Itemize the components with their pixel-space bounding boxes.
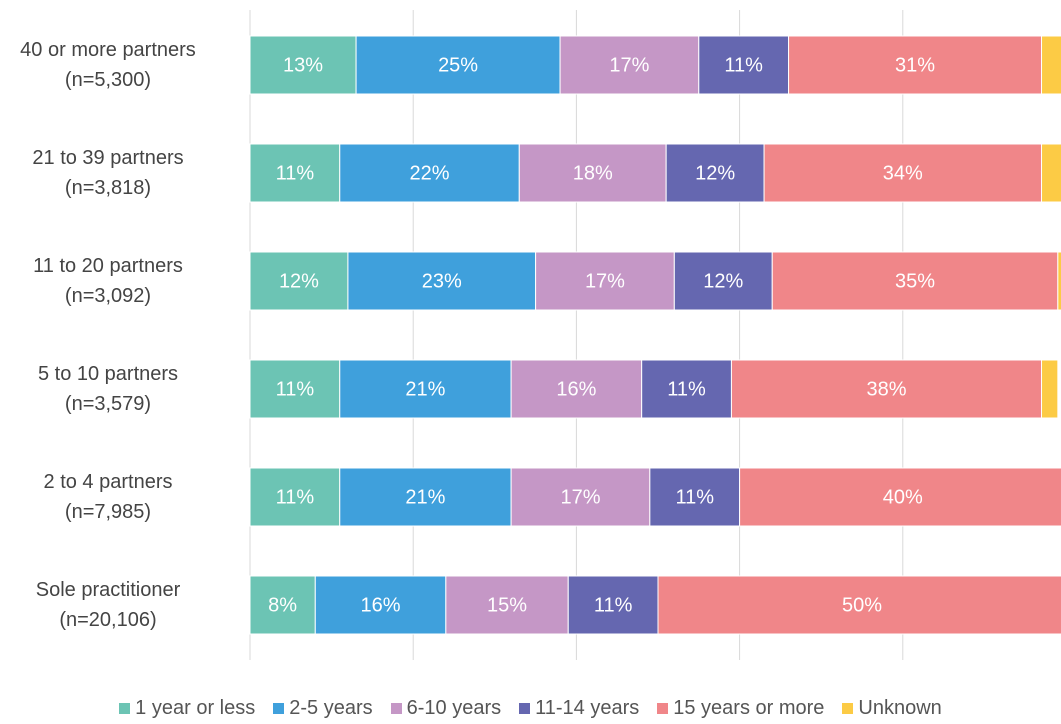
data-label: 38% bbox=[866, 378, 906, 400]
data-label: 50% bbox=[842, 594, 882, 616]
data-label: 17% bbox=[609, 54, 649, 76]
bar-segment bbox=[249, 143, 341, 203]
data-label: 21% bbox=[405, 378, 445, 400]
legend-label: 15 years or more bbox=[673, 697, 825, 719]
data-label: 11% bbox=[675, 486, 714, 508]
bar-segment bbox=[355, 35, 561, 95]
bar-segment bbox=[339, 359, 512, 419]
legend-item: 6-10 years bbox=[390, 697, 502, 720]
legend-swatch bbox=[119, 703, 131, 714]
legend: 1 year or less 2-5 years 6-10 years 11-14 y… bbox=[0, 697, 1061, 720]
legend-swatch bbox=[273, 703, 285, 714]
bar-segment bbox=[567, 575, 659, 635]
data-label: 15% bbox=[487, 594, 527, 616]
data-label: 18% bbox=[573, 162, 613, 184]
data-label: 8% bbox=[268, 594, 297, 616]
bar-segment bbox=[1041, 35, 1061, 95]
data-label: 11% bbox=[667, 378, 706, 400]
legend-item: 11-14 years bbox=[519, 697, 639, 720]
data-label: 40% bbox=[883, 486, 923, 508]
bar-segment bbox=[771, 251, 1059, 311]
data-label: 13% bbox=[283, 54, 323, 76]
bar-segment bbox=[445, 575, 569, 635]
legend-swatch bbox=[390, 703, 402, 714]
legend-item: 2-5 years bbox=[273, 697, 373, 720]
legend-item: 15 years or more bbox=[657, 697, 824, 720]
bar-segment bbox=[763, 143, 1043, 203]
bar-segment bbox=[347, 251, 537, 311]
bar-segment bbox=[1057, 251, 1061, 311]
data-label: 12% bbox=[703, 270, 743, 292]
legend-label: 1 year or less bbox=[135, 697, 256, 719]
data-label: 11% bbox=[276, 378, 315, 400]
bar-segment bbox=[535, 251, 675, 311]
bar-segment bbox=[249, 251, 349, 311]
data-label: 11% bbox=[594, 594, 633, 616]
data-label: 17% bbox=[585, 270, 625, 292]
legend-label: 2-5 years bbox=[289, 697, 373, 719]
bar-segment bbox=[739, 467, 1061, 527]
legend-label: Unknown bbox=[858, 697, 942, 719]
bar-segment bbox=[1041, 359, 1059, 419]
data-label: 21% bbox=[405, 486, 445, 508]
category-label: 40 or more partners (n=5,300) bbox=[20, 39, 196, 91]
bar-segment bbox=[518, 143, 667, 203]
bar-segment bbox=[249, 467, 341, 527]
data-label: 12% bbox=[279, 270, 319, 292]
legend-label: 6-10 years bbox=[406, 697, 502, 719]
data-label: 11% bbox=[276, 162, 315, 184]
data-label: 16% bbox=[361, 594, 401, 616]
data-label: 11% bbox=[276, 486, 315, 508]
bar-segment bbox=[649, 467, 741, 527]
category-label: 21 to 39 partners (n=3,818) bbox=[32, 147, 184, 199]
bar-segment bbox=[249, 35, 357, 95]
legend-label: 11-14 years bbox=[535, 697, 640, 719]
legend-item: 1 year or less bbox=[119, 697, 255, 720]
category-label: Sole practitioner (n=20,106) bbox=[35, 579, 181, 631]
bar-segment bbox=[657, 575, 1061, 635]
bar-segment bbox=[698, 35, 790, 95]
legend-swatch bbox=[842, 703, 854, 714]
category-label: 11 to 20 partners (n=3,092) bbox=[33, 255, 183, 307]
data-label: 35% bbox=[895, 270, 935, 292]
bar-segment bbox=[559, 35, 700, 95]
bar-segment bbox=[1041, 143, 1061, 203]
legend-swatch bbox=[657, 703, 669, 714]
bar-segment bbox=[510, 359, 643, 419]
data-label: 22% bbox=[410, 162, 450, 184]
bar-segment bbox=[665, 143, 765, 203]
data-label: 12% bbox=[695, 162, 735, 184]
bar-segment bbox=[249, 575, 316, 635]
bar-segment bbox=[730, 359, 1043, 419]
legend-item: Unknown bbox=[842, 697, 942, 720]
category-label: 2 to 4 partners (n=7,985) bbox=[43, 471, 173, 523]
bar-segment bbox=[788, 35, 1043, 95]
category-label: 5 to 10 partners (n=3,579) bbox=[37, 363, 179, 415]
legend-swatch bbox=[519, 703, 531, 714]
data-label: 34% bbox=[883, 162, 923, 184]
bar-segment bbox=[339, 143, 520, 203]
data-label: 31% bbox=[895, 54, 935, 76]
data-label: 11% bbox=[724, 54, 763, 76]
data-label: 17% bbox=[560, 486, 600, 508]
bar-segment bbox=[314, 575, 447, 635]
data-label: 25% bbox=[438, 54, 478, 76]
data-label: 23% bbox=[422, 270, 462, 292]
data-label: 16% bbox=[556, 378, 596, 400]
